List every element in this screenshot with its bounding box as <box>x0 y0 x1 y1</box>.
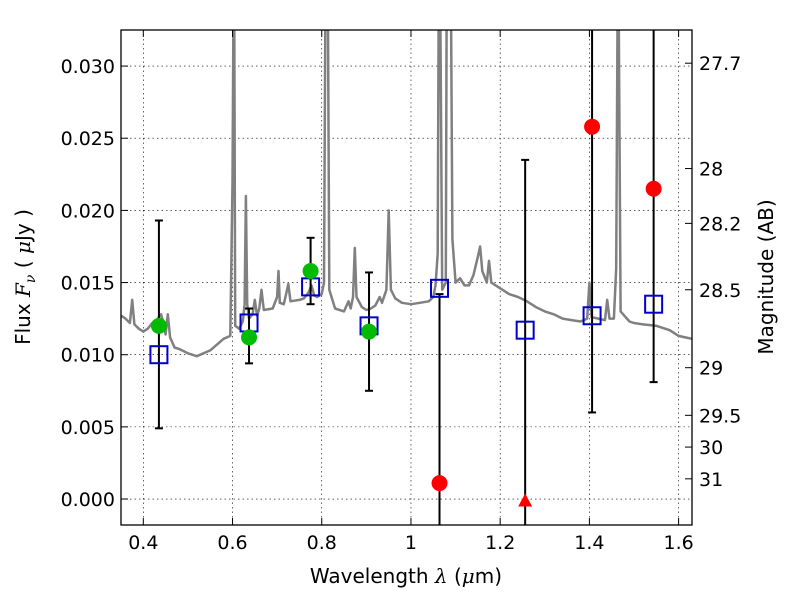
x-tick-label: 1.2 <box>485 532 515 554</box>
mag-tick-label: 29.5 <box>699 405 741 427</box>
y-tick-label: 0.025 <box>61 128 115 150</box>
mag-tick-label: 30 <box>699 437 723 459</box>
y-tick-label: 0.000 <box>61 489 115 511</box>
mag-tick-label: 29 <box>699 358 723 380</box>
nondetection-point <box>646 181 661 196</box>
x-axis-title: Wavelength λ (μm) <box>310 564 502 588</box>
x-tick-label: 1 <box>405 532 417 554</box>
x-tick-label: 1.4 <box>574 532 604 554</box>
y2-axis-title: Magnitude (AB) <box>754 199 778 354</box>
nondetection-point <box>585 119 600 134</box>
detection-point <box>362 324 377 339</box>
detection-point <box>303 264 318 279</box>
plot-background <box>121 30 692 525</box>
mag-tick-label: 27.7 <box>699 53 741 75</box>
y-tick-label: 0.020 <box>61 200 115 222</box>
y-tick-label: 0.005 <box>61 417 115 439</box>
x-tick-label: 0.8 <box>307 532 337 554</box>
x-tick-label: 0.4 <box>128 532 158 554</box>
detection-point <box>242 330 257 345</box>
y-tick-label: 0.030 <box>61 56 115 78</box>
y-axis-title: Flux Fν ( μJy ) <box>11 209 39 345</box>
y-tick-label: 0.010 <box>61 345 115 367</box>
x-tick-label: 1.6 <box>664 532 694 554</box>
mag-tick-label: 28 <box>699 159 723 181</box>
mag-tick-label: 28.2 <box>699 213 741 235</box>
detection-point <box>151 318 166 333</box>
sed-chart: 0.4 0.6 0.8 1 1.2 1.4 1.6 0.000 0.005 0.010 0.015 0… <box>0 0 800 600</box>
nondetection-point <box>432 476 447 491</box>
mag-tick-label: 31 <box>699 469 723 491</box>
x-tick-label: 0.6 <box>217 532 247 554</box>
y-tick-label: 0.015 <box>61 273 115 295</box>
mag-tick-label: 28.5 <box>699 280 741 302</box>
